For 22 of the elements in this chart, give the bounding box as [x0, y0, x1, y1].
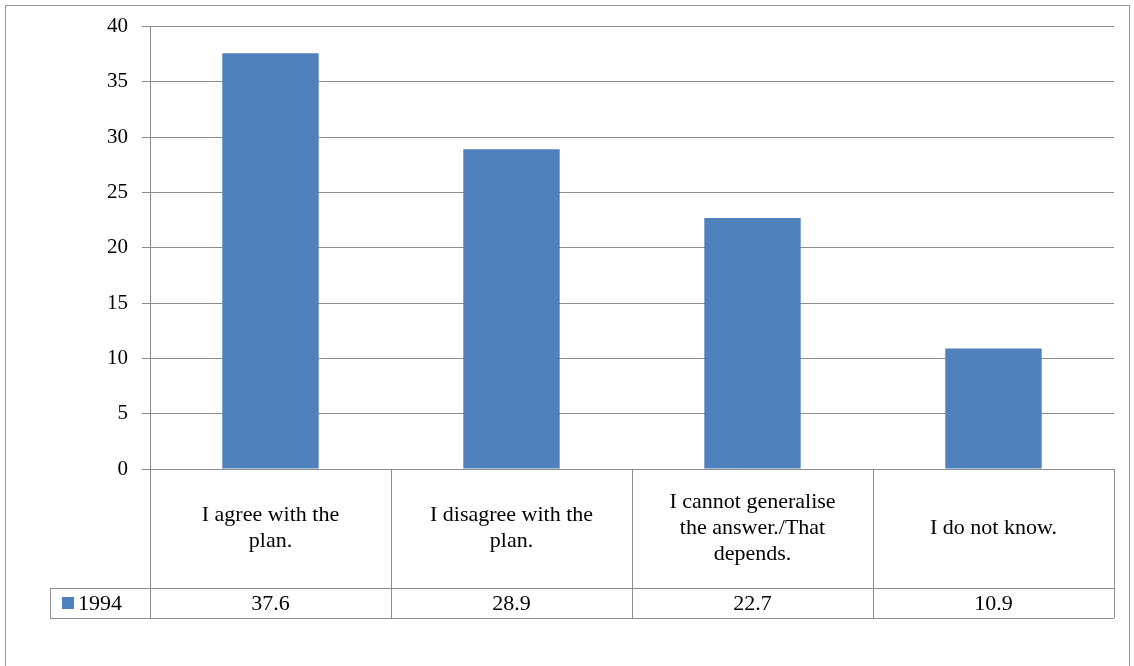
y-tick-label: 15: [107, 289, 128, 314]
bar: [945, 348, 1042, 469]
y-tick-label: 35: [107, 68, 128, 93]
y-tick-label: 25: [107, 179, 128, 204]
x-tick-label: I disagree with the plan.: [429, 501, 594, 553]
data-label: 28.9: [492, 589, 531, 615]
y-tick-label: 0: [117, 455, 128, 480]
y-tick-label: 30: [107, 123, 128, 148]
data-label: 10.9: [974, 589, 1013, 615]
y-tick-label: 20: [107, 234, 128, 259]
bar: [222, 53, 319, 469]
x-tick-label: I cannot generalise the answer./That depends.: [669, 488, 836, 566]
y-tick-label: 40: [107, 13, 128, 38]
y-tick-label: 5: [117, 400, 128, 425]
data-label: 37.6: [251, 589, 290, 615]
bar: [463, 149, 560, 469]
x-tick-label: I agree with the plan.: [201, 501, 340, 553]
data-label: 22.7: [733, 589, 772, 615]
y-tick-label: 10: [107, 344, 128, 369]
legend-label: 1994: [78, 589, 122, 615]
x-tick-label: I do not know.: [930, 514, 1057, 540]
bar: [704, 217, 801, 469]
